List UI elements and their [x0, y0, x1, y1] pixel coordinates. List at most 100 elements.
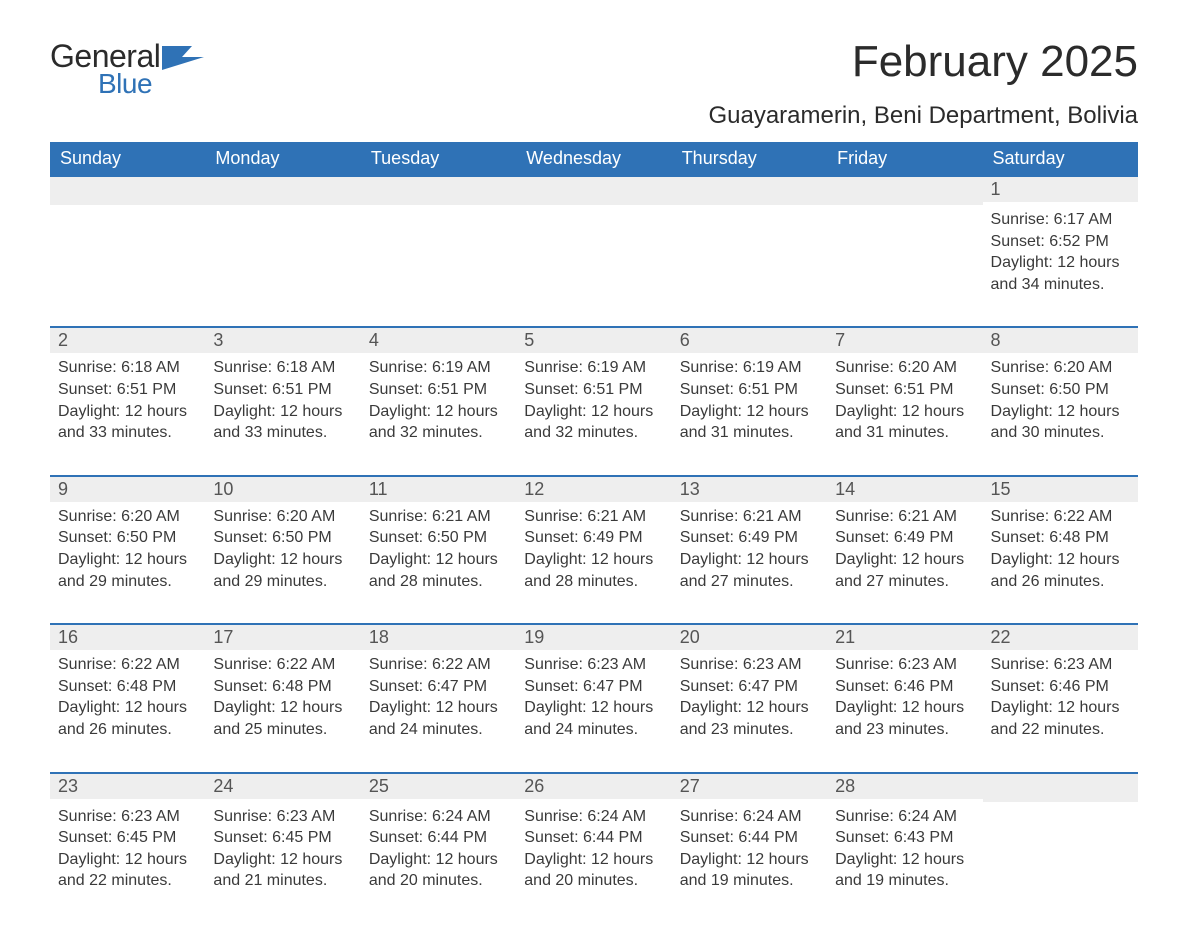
day-dl: Daylight: 12 hours and 29 minutes.	[58, 549, 197, 592]
day-data: Sunrise: 6:19 AMSunset: 6:51 PMDaylight:…	[516, 353, 671, 445]
day-dl: Daylight: 12 hours and 27 minutes.	[680, 549, 819, 592]
day-sr: Sunrise: 6:24 AM	[680, 806, 819, 828]
day-dl: Daylight: 12 hours and 23 minutes.	[680, 697, 819, 740]
day-dl: Daylight: 12 hours and 32 minutes.	[369, 401, 508, 444]
day-data: Sunrise: 6:23 AMSunset: 6:45 PMDaylight:…	[205, 802, 360, 894]
day-dl: Daylight: 12 hours and 30 minutes.	[991, 401, 1130, 444]
day-ss: Sunset: 6:48 PM	[58, 676, 197, 698]
day-sr: Sunrise: 6:18 AM	[58, 357, 197, 379]
weekday-header: Saturday	[983, 142, 1138, 176]
day-dl: Daylight: 12 hours and 31 minutes.	[680, 401, 819, 444]
day-number: 2	[50, 328, 205, 353]
day-sr: Sunrise: 6:18 AM	[213, 357, 352, 379]
day-number: 28	[827, 774, 982, 799]
day-ss: Sunset: 6:51 PM	[835, 379, 974, 401]
day-sr: Sunrise: 6:24 AM	[369, 806, 508, 828]
day-data: Sunrise: 6:21 AMSunset: 6:49 PMDaylight:…	[827, 502, 982, 594]
day-data: Sunrise: 6:22 AMSunset: 6:48 PMDaylight:…	[983, 502, 1138, 594]
day-dl: Daylight: 12 hours and 29 minutes.	[213, 549, 352, 592]
day-dl: Daylight: 12 hours and 22 minutes.	[991, 697, 1130, 740]
calendar-table: SundayMondayTuesdayWednesdayThursdayFrid…	[50, 142, 1138, 894]
day-number: 18	[361, 625, 516, 650]
day-ss: Sunset: 6:50 PM	[58, 527, 197, 549]
weekday-header: Thursday	[672, 142, 827, 176]
day-dl: Daylight: 12 hours and 22 minutes.	[58, 849, 197, 892]
calendar-week-numrow: 1	[50, 176, 1138, 205]
day-number: 23	[50, 774, 205, 799]
day-number: 19	[516, 625, 671, 650]
empty-day	[205, 177, 360, 205]
day-dl: Daylight: 12 hours and 19 minutes.	[835, 849, 974, 892]
day-sr: Sunrise: 6:21 AM	[524, 506, 663, 528]
empty-day	[672, 177, 827, 205]
day-sr: Sunrise: 6:19 AM	[680, 357, 819, 379]
day-ss: Sunset: 6:47 PM	[524, 676, 663, 698]
day-data: Sunrise: 6:20 AMSunset: 6:50 PMDaylight:…	[205, 502, 360, 594]
weekday-header: Monday	[205, 142, 360, 176]
day-number: 7	[827, 328, 982, 353]
day-data: Sunrise: 6:23 AMSunset: 6:47 PMDaylight:…	[672, 650, 827, 742]
day-ss: Sunset: 6:51 PM	[58, 379, 197, 401]
day-ss: Sunset: 6:51 PM	[213, 379, 352, 401]
logo-word2: Blue	[98, 68, 204, 100]
day-number: 6	[672, 328, 827, 353]
day-data: Sunrise: 6:23 AMSunset: 6:46 PMDaylight:…	[983, 650, 1138, 742]
empty-day	[361, 177, 516, 205]
calendar-week-numrow: 232425262728	[50, 773, 1138, 802]
day-data: Sunrise: 6:20 AMSunset: 6:50 PMDaylight:…	[50, 502, 205, 594]
day-number: 17	[205, 625, 360, 650]
day-dl: Daylight: 12 hours and 28 minutes.	[524, 549, 663, 592]
calendar-week-numrow: 16171819202122	[50, 624, 1138, 650]
day-number: 13	[672, 477, 827, 502]
calendar-week-numrow: 2345678	[50, 327, 1138, 353]
day-dl: Daylight: 12 hours and 24 minutes.	[369, 697, 508, 740]
day-ss: Sunset: 6:44 PM	[369, 827, 508, 849]
day-data: Sunrise: 6:21 AMSunset: 6:49 PMDaylight:…	[672, 502, 827, 594]
day-sr: Sunrise: 6:20 AM	[991, 357, 1130, 379]
day-data: Sunrise: 6:22 AMSunset: 6:48 PMDaylight:…	[50, 650, 205, 742]
day-data: Sunrise: 6:19 AMSunset: 6:51 PMDaylight:…	[361, 353, 516, 445]
day-data: Sunrise: 6:17 AMSunset: 6:52 PMDaylight:…	[983, 205, 1138, 297]
day-number: 9	[50, 477, 205, 502]
day-ss: Sunset: 6:51 PM	[680, 379, 819, 401]
day-number: 11	[361, 477, 516, 502]
day-sr: Sunrise: 6:23 AM	[213, 806, 352, 828]
empty-day	[516, 177, 671, 205]
day-ss: Sunset: 6:47 PM	[369, 676, 508, 698]
week-separator	[50, 446, 1138, 476]
day-ss: Sunset: 6:46 PM	[835, 676, 974, 698]
day-sr: Sunrise: 6:19 AM	[369, 357, 508, 379]
empty-day	[983, 774, 1138, 802]
day-sr: Sunrise: 6:23 AM	[991, 654, 1130, 676]
calendar-week-datarow: Sunrise: 6:20 AMSunset: 6:50 PMDaylight:…	[50, 502, 1138, 594]
logo-flag-icon	[162, 46, 204, 70]
day-sr: Sunrise: 6:23 AM	[835, 654, 974, 676]
day-number: 3	[205, 328, 360, 353]
day-data: Sunrise: 6:20 AMSunset: 6:50 PMDaylight:…	[983, 353, 1138, 445]
day-dl: Daylight: 12 hours and 20 minutes.	[369, 849, 508, 892]
day-data: Sunrise: 6:23 AMSunset: 6:46 PMDaylight:…	[827, 650, 982, 742]
day-ss: Sunset: 6:49 PM	[835, 527, 974, 549]
day-sr: Sunrise: 6:21 AM	[835, 506, 974, 528]
day-ss: Sunset: 6:48 PM	[991, 527, 1130, 549]
day-ss: Sunset: 6:50 PM	[991, 379, 1130, 401]
week-separator	[50, 743, 1138, 773]
empty-day	[50, 177, 205, 205]
day-data: Sunrise: 6:24 AMSunset: 6:44 PMDaylight:…	[361, 802, 516, 894]
day-dl: Daylight: 12 hours and 33 minutes.	[213, 401, 352, 444]
day-sr: Sunrise: 6:24 AM	[524, 806, 663, 828]
day-number: 15	[983, 477, 1138, 502]
day-sr: Sunrise: 6:19 AM	[524, 357, 663, 379]
calendar-week-numrow: 9101112131415	[50, 476, 1138, 502]
day-number: 16	[50, 625, 205, 650]
day-ss: Sunset: 6:46 PM	[991, 676, 1130, 698]
day-ss: Sunset: 6:52 PM	[991, 231, 1130, 253]
weekday-header-row: SundayMondayTuesdayWednesdayThursdayFrid…	[50, 142, 1138, 176]
day-data: Sunrise: 6:18 AMSunset: 6:51 PMDaylight:…	[205, 353, 360, 445]
day-sr: Sunrise: 6:23 AM	[58, 806, 197, 828]
day-dl: Daylight: 12 hours and 23 minutes.	[835, 697, 974, 740]
day-dl: Daylight: 12 hours and 26 minutes.	[58, 697, 197, 740]
day-sr: Sunrise: 6:24 AM	[835, 806, 974, 828]
day-ss: Sunset: 6:47 PM	[680, 676, 819, 698]
day-dl: Daylight: 12 hours and 26 minutes.	[991, 549, 1130, 592]
